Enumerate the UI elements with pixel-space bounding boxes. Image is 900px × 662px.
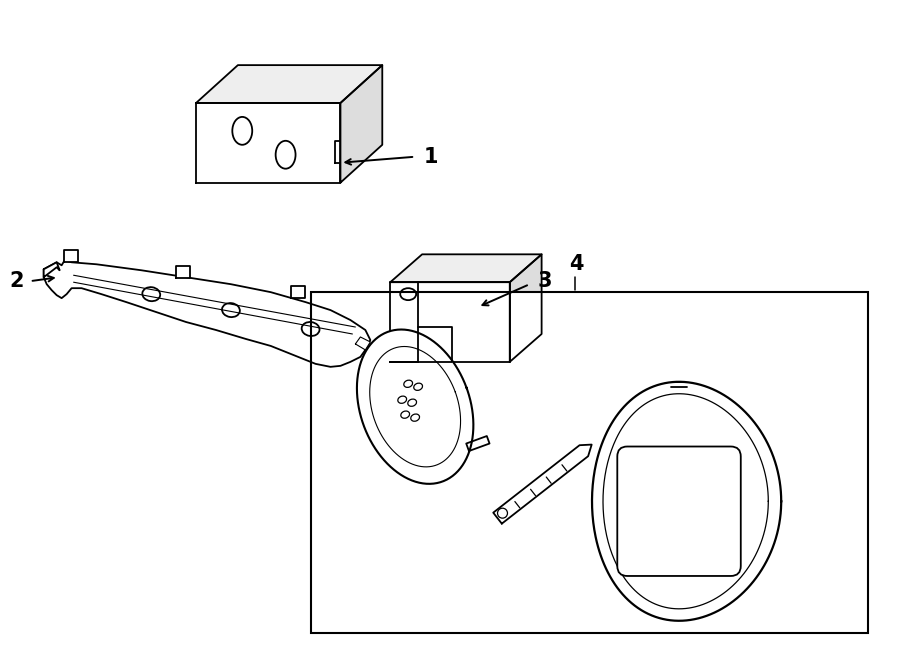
Text: 2: 2 bbox=[10, 271, 24, 291]
Polygon shape bbox=[357, 330, 473, 484]
Text: 4: 4 bbox=[570, 254, 584, 274]
Polygon shape bbox=[336, 141, 340, 163]
Polygon shape bbox=[44, 262, 59, 277]
Text: 3: 3 bbox=[537, 271, 552, 291]
Bar bbox=[310, 292, 868, 633]
Polygon shape bbox=[64, 250, 77, 262]
Polygon shape bbox=[493, 445, 591, 524]
Polygon shape bbox=[466, 436, 490, 451]
Polygon shape bbox=[196, 103, 340, 183]
FancyBboxPatch shape bbox=[617, 446, 741, 576]
Polygon shape bbox=[356, 337, 370, 350]
Polygon shape bbox=[291, 286, 304, 298]
Polygon shape bbox=[391, 282, 509, 362]
Polygon shape bbox=[196, 65, 382, 103]
Polygon shape bbox=[176, 266, 190, 278]
Polygon shape bbox=[592, 382, 781, 621]
Text: 1: 1 bbox=[424, 147, 438, 167]
Polygon shape bbox=[44, 260, 370, 367]
Polygon shape bbox=[340, 65, 382, 183]
Polygon shape bbox=[391, 254, 542, 282]
Polygon shape bbox=[509, 254, 542, 362]
